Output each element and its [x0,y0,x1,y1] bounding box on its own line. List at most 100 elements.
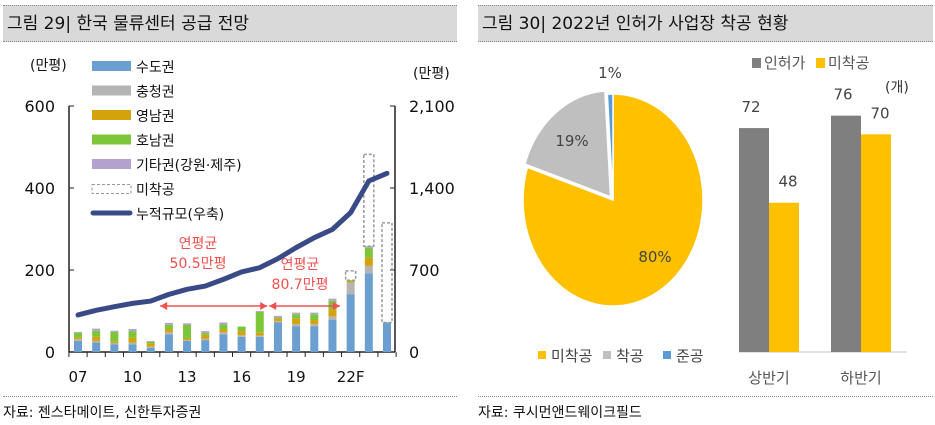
pie-slice-3 [606,93,614,201]
x-tick-label: 16 [232,368,251,386]
bar-segment [310,320,319,325]
bar-segment [201,332,210,335]
bar-segment [310,326,319,352]
bar-segment [237,326,246,332]
x-tick-label: 13 [178,368,197,386]
bar-segment [164,332,173,335]
pie-slice-1 [522,93,704,307]
bar-segment [92,330,101,337]
pie-slice-2 [524,90,612,198]
bar-segment [237,336,246,352]
y-tick-label: 200 [24,261,55,280]
bar-segment [110,342,119,345]
bar-segment [201,340,210,352]
x-tick-label: 07 [68,368,87,386]
y-tick-label: 600 [24,97,55,116]
bar-segment [273,317,282,319]
bar-segment [128,337,137,343]
bar-segment [219,329,228,333]
bar-segment [110,344,119,352]
bar-segment [364,246,373,248]
y2-tick-label: 1,400 [409,179,455,198]
y2-axis-unit: (만평) [413,66,450,82]
bar [769,202,799,352]
bar-segment [255,335,264,337]
bar-segment [110,341,119,343]
legend-swatch [91,184,132,194]
x-tick-label: 22F [337,368,365,386]
legend-swatch [92,134,131,145]
annotation-value: 50.5만평 [170,256,227,272]
bar-segment [255,332,264,336]
bar-segment [255,336,264,352]
bar-segment [146,343,155,347]
bar-segment [292,318,301,325]
bar-segment [255,311,264,333]
annotation-label: 연평균 [281,257,320,273]
legend-swatch [92,110,131,120]
legend-label: 미착공 [551,347,592,365]
legend-label: 미착공 [828,54,869,72]
left-figure-title: 그림 29| 한국 물류센터 공급 전망 [3,5,457,42]
bar-segment [364,273,373,352]
bar-segment [74,339,82,341]
bar-segment [128,344,137,352]
bar-segment [110,331,119,342]
annotation-value: 80.7만평 [272,277,329,293]
pie-label: 80% [638,248,671,266]
bar-segment [92,340,101,343]
left-source: 자료: 젠스타메이트, 신한투자증권 [3,396,457,422]
bar-value-label: 70 [870,104,889,122]
supply-chart: 0 200 400 600 0 700 1,400 2,100 (만평) (만평) 07 10 13 16… [24,58,455,386]
category-label: 상반기 [748,369,789,387]
legend-label: 착공 [616,347,644,365]
legend-swatch [538,351,546,359]
x-tick-label: 19 [287,368,306,386]
bar-segment [74,332,82,338]
bar-segment [92,328,101,331]
bar-segment [346,282,355,295]
y2-tick-label: 0 [409,343,419,362]
bar-segment [74,331,82,333]
bar [831,115,861,352]
legend-label: 준공 [676,347,704,365]
bar-segment [346,281,355,283]
legend-swatch [92,85,131,96]
bar-segment [328,300,337,310]
bar-segment [164,329,173,333]
bar-segment [328,298,337,301]
bar-segment [310,312,319,315]
bar-segment [328,309,337,317]
bar-segment [237,335,246,337]
bar-segment-unstarted [381,222,393,324]
legend-label: 인허가 [764,54,806,72]
legend-label: 충청권 [136,85,175,101]
bar-segment [183,340,192,352]
bar-segment [128,342,137,345]
bar-segment [328,320,337,352]
bar-segment [346,294,355,352]
bar-segment [110,330,119,332]
right-figure-title: 그림 30| 2022년 인허가 사업장 착공 현황 [478,5,933,42]
y2-tick-label: 2,100 [409,97,455,116]
bar-segment [292,324,301,327]
bar-value-label: 76 [833,86,852,104]
bar-segment-unstarted [344,270,357,282]
bar-segment [292,312,301,315]
bar-segment [219,322,228,325]
bar-segment [219,334,228,352]
bar-segment [128,329,137,332]
legend-label: 호남권 [136,134,175,150]
bar-segment [183,323,192,325]
legend-label: 영남권 [136,109,175,125]
x-tick-label: 10 [123,368,142,386]
bar-segment [146,347,155,352]
bar-segment [219,324,228,330]
bar-segment [128,331,137,338]
legend-label: 기타권(강원·제주) [136,158,242,174]
bar-segment-unstarted [363,153,375,247]
bar-segment [328,316,337,321]
bar-segment [146,346,155,348]
bar-segment [146,340,155,342]
